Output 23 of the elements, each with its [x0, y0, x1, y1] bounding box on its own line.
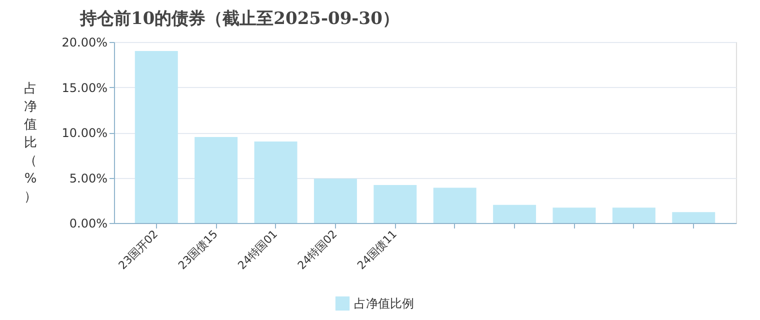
bar — [254, 142, 298, 223]
bar — [552, 208, 596, 223]
x-tick-label: 23国债15 — [176, 228, 220, 272]
x-tick-label: 24特国01 — [235, 228, 280, 272]
legend-label: 占净值比例 — [354, 296, 414, 310]
bar — [134, 51, 178, 223]
y-tick-label: 10.00% — [62, 126, 108, 140]
x-tick-label: 24特国02 — [295, 228, 340, 272]
y-tick-label: 20.00% — [62, 36, 108, 50]
y-tick-label: 0.00% — [69, 216, 108, 230]
bar — [374, 184, 417, 223]
x-tick-label: 23国开02 — [116, 228, 161, 272]
chart-title: 持仓前10的债券（截止至2025-09-30） — [79, 9, 400, 29]
y-tick-label: 15.00% — [62, 80, 108, 95]
bar — [493, 204, 536, 223]
bar — [672, 212, 716, 223]
bar — [194, 137, 238, 223]
bar — [612, 208, 656, 223]
bar — [314, 178, 357, 223]
bar — [433, 188, 476, 223]
y-tick-label: 5.00% — [69, 171, 108, 186]
x-tick-label: 24国债11 — [354, 228, 400, 272]
y-axis-title: 占净值比（%） — [24, 82, 37, 204]
